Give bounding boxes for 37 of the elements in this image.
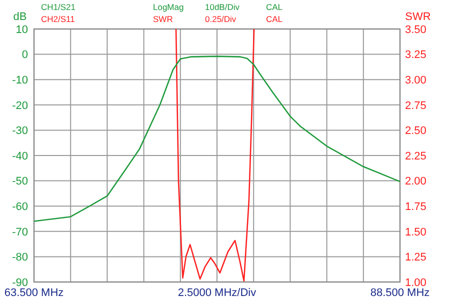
line-series [33, 56, 401, 222]
y2-tick-label: 2.25 [405, 150, 426, 162]
y-tick-label: -50 [12, 176, 28, 188]
y2-tick-label: 3.25 [405, 49, 426, 62]
y-tick-label: -30 [12, 125, 28, 138]
line-series [175, 28, 255, 282]
y-tick-label: -20 [12, 100, 28, 112]
y2-tick-label: 2.75 [405, 100, 426, 112]
x-tick-label: 63.500 MHz [4, 287, 64, 299]
y2-tick-label: 1.75 [405, 200, 426, 213]
y2-tick-label: 3.50 [405, 24, 426, 36]
y-tick-label: 0 [22, 49, 28, 62]
y2-tick-label: 1.50 [405, 226, 426, 238]
text: CH1/S21 [41, 2, 76, 12]
y-tick-label: -90 [12, 276, 28, 289]
y2-tick-label: 1.25 [405, 252, 426, 264]
y-tick-label: -80 [12, 252, 28, 264]
y-tick-label: -40 [12, 150, 28, 162]
y-axis-title: dB [13, 11, 27, 23]
text: CAL [266, 14, 283, 24]
y2-tick-label: 2.00 [405, 176, 426, 188]
y2-tick-label: 3.00 [405, 74, 426, 86]
text: 10dB/Div [205, 2, 240, 12]
y2-axis-title: SWR [405, 11, 431, 23]
y-tick-label: -10 [12, 74, 28, 86]
y2-tick-label: 1.00 [405, 276, 426, 289]
text: LogMag [153, 2, 184, 12]
text: CAL [266, 2, 283, 12]
text: 0.25/Div [205, 14, 237, 24]
y-tick-label: -70 [12, 226, 28, 238]
y-tick-label: -60 [12, 200, 28, 213]
y-tick-label: 10 [16, 24, 28, 36]
y2-tick-label: 2.50 [405, 125, 426, 138]
x-tick-label: 88.500 MHz [370, 287, 430, 299]
x-axis-title: 2.5000 MHz/Div [178, 287, 257, 299]
text: CH2/S11 [41, 14, 76, 24]
text: SWR [153, 14, 173, 24]
